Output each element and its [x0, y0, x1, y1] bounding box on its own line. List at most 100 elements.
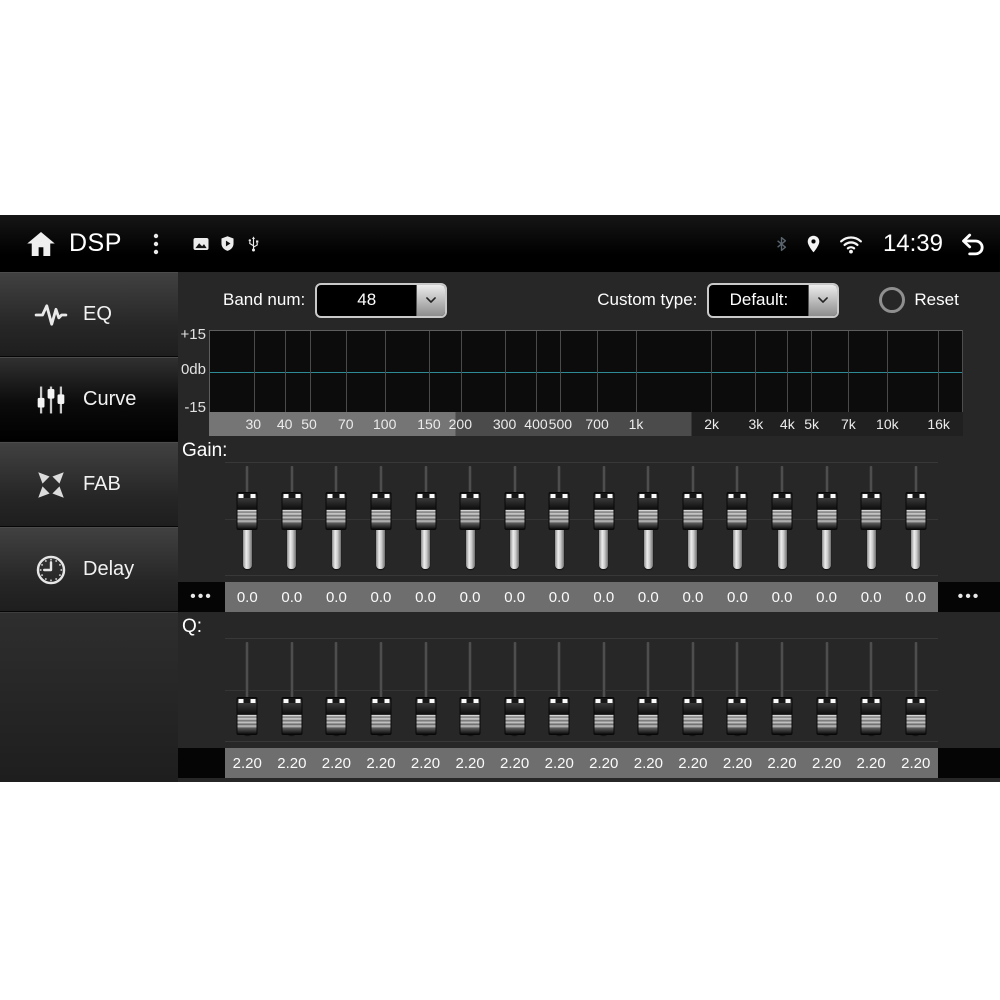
- slider-thumb[interactable]: [370, 492, 392, 531]
- sidebar-item-fab[interactable]: FAB: [0, 442, 178, 527]
- q-slider-1[interactable]: [225, 639, 270, 741]
- gain-slider-3[interactable]: [314, 463, 359, 575]
- grid-line-16k: [937, 331, 939, 412]
- q-slider-14[interactable]: [804, 639, 849, 741]
- slider-thumb[interactable]: [548, 697, 570, 736]
- gain-slider-16[interactable]: [893, 463, 938, 575]
- band-num-select[interactable]: 48: [315, 282, 448, 318]
- slider-track-upper: [824, 642, 829, 717]
- gain-value-7: 0.0: [504, 588, 526, 606]
- q-value-6: 2.20: [455, 754, 485, 772]
- slider-thumb[interactable]: [504, 492, 526, 531]
- slider-thumb[interactable]: [459, 697, 481, 736]
- sidebar-item-delay[interactable]: Delay: [0, 527, 178, 612]
- slider-thumb[interactable]: [325, 492, 347, 531]
- slider-thumb[interactable]: [415, 697, 437, 736]
- gain-more-right-button[interactable]: •••: [938, 582, 1000, 612]
- slider-thumb[interactable]: [504, 697, 526, 736]
- slider-thumb[interactable]: [771, 492, 793, 531]
- q-slider-12[interactable]: [715, 639, 760, 741]
- slider-thumb[interactable]: [682, 697, 704, 736]
- q-slider-9[interactable]: [582, 639, 627, 741]
- sidebar-item-eq[interactable]: EQ: [0, 272, 178, 357]
- q-slider-8[interactable]: [537, 639, 582, 741]
- gain-slider-10[interactable]: [626, 463, 671, 575]
- q-slider-10[interactable]: [626, 639, 671, 741]
- slider-thumb[interactable]: [726, 492, 748, 531]
- gain-slider-4[interactable]: [359, 463, 404, 575]
- q-slider-7[interactable]: [492, 639, 537, 741]
- gain-slider-14[interactable]: [804, 463, 849, 575]
- gain-slider-12[interactable]: [715, 463, 760, 575]
- slider-thumb[interactable]: [637, 697, 659, 736]
- slider-thumb[interactable]: [682, 492, 704, 531]
- q-slider-4[interactable]: [359, 639, 404, 741]
- gain-slider-5[interactable]: [403, 463, 448, 575]
- gain-slider-7[interactable]: [492, 463, 537, 575]
- q-slider-6[interactable]: [448, 639, 493, 741]
- gain-value-10: 0.0: [637, 588, 659, 606]
- slider-track-upper: [780, 466, 785, 512]
- eq-curve-line: [210, 371, 962, 373]
- slider-thumb[interactable]: [860, 697, 882, 736]
- slider-thumb[interactable]: [415, 492, 437, 531]
- slider-thumb[interactable]: [281, 492, 303, 531]
- q-slider-11[interactable]: [671, 639, 716, 741]
- slider-track-upper: [245, 642, 250, 717]
- slider-thumb[interactable]: [771, 697, 793, 736]
- q-slider-5[interactable]: [403, 639, 448, 741]
- freq-tick-2k: 2k: [704, 416, 720, 432]
- slider-track-upper: [289, 642, 294, 717]
- gain-slider-8[interactable]: [537, 463, 582, 575]
- q-value-9: 2.20: [589, 754, 619, 772]
- slider-track-lower: [376, 511, 386, 569]
- slider-thumb[interactable]: [370, 697, 392, 736]
- reset-radio[interactable]: [879, 287, 906, 313]
- slider-thumb[interactable]: [905, 697, 927, 736]
- sidebar-item-curve[interactable]: Curve: [0, 357, 178, 442]
- slider-thumb[interactable]: [726, 697, 748, 736]
- gain-slider-6[interactable]: [448, 463, 493, 575]
- controls-row: Band num: 48 Custom type: Default: Reset: [178, 272, 1000, 328]
- back-icon[interactable]: [959, 230, 986, 257]
- q-right-spacer: [938, 748, 1000, 778]
- slider-thumb[interactable]: [325, 697, 347, 736]
- slider-thumb[interactable]: [281, 697, 303, 736]
- main-panel: Band num: 48 Custom type: Default: Reset: [178, 272, 1000, 782]
- q-slider-2[interactable]: [270, 639, 315, 741]
- slider-thumb[interactable]: [548, 492, 570, 531]
- freq-tick-300: 300: [492, 416, 517, 432]
- slider-track-lower: [822, 511, 832, 569]
- gain-slider-9[interactable]: [582, 463, 627, 575]
- grid-line-700: [597, 331, 599, 412]
- overflow-menu-icon[interactable]: [146, 231, 166, 257]
- gain-slider-11[interactable]: [671, 463, 716, 575]
- slider-track-upper: [690, 642, 695, 717]
- slider-thumb[interactable]: [816, 697, 838, 736]
- slider-thumb[interactable]: [593, 697, 615, 736]
- slider-thumb[interactable]: [236, 492, 258, 531]
- gain-slider-1[interactable]: [225, 463, 270, 575]
- grid-line-200: [460, 331, 462, 412]
- custom-type-select[interactable]: Default:: [707, 282, 840, 318]
- gain-more-left-button[interactable]: •••: [178, 582, 225, 612]
- slider-thumb[interactable]: [459, 492, 481, 531]
- q-slider-3[interactable]: [314, 639, 359, 741]
- slider-thumb[interactable]: [816, 492, 838, 531]
- slider-thumb[interactable]: [860, 492, 882, 531]
- gain-slider-15[interactable]: [849, 463, 894, 575]
- freq-tick-400: 400: [524, 416, 548, 432]
- freq-tick-5k: 5k: [804, 416, 820, 432]
- slider-track-upper: [468, 466, 473, 512]
- q-slider-13[interactable]: [760, 639, 805, 741]
- slider-thumb[interactable]: [905, 492, 927, 531]
- gain-slider-13[interactable]: [760, 463, 805, 575]
- gain-slider-2[interactable]: [270, 463, 315, 575]
- q-slider-16[interactable]: [893, 639, 938, 741]
- home-icon[interactable]: [26, 229, 56, 259]
- slider-thumb[interactable]: [637, 492, 659, 531]
- slider-track-lower: [331, 511, 341, 569]
- q-slider-15[interactable]: [849, 639, 894, 741]
- slider-thumb[interactable]: [236, 697, 258, 736]
- slider-thumb[interactable]: [593, 492, 615, 531]
